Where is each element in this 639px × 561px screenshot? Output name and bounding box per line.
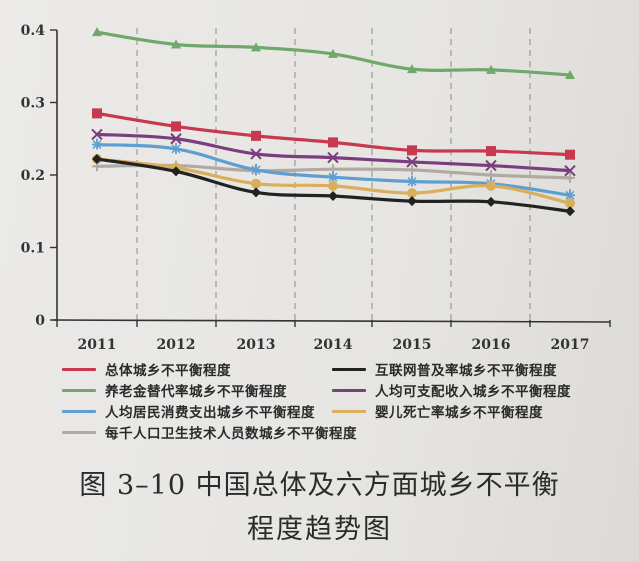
legend-item-health-workers: 每千人口卫生技术人员数城乡不平衡程度 [62, 422, 357, 442]
y-tick-label: 0.4 [21, 23, 46, 39]
data-series [91, 27, 576, 217]
x-tick-label: 2016 [472, 337, 511, 353]
x-tick-label: 2017 [551, 337, 590, 353]
y-tick-label: 0.3 [21, 96, 45, 112]
line-chart: 00.10.20.30.4 2011 2012 2013 2014 2015 2016 20… [21, 23, 611, 353]
legend-item-income: 人均可支配收入城乡不平衡程度 [332, 380, 571, 400]
y-axis-ticks: 0 0.1 0.2 0.3 0.4 [21, 23, 57, 329]
legend-item-pension: 养老金替代率城乡不平衡程度 [62, 380, 287, 400]
legend-label: 婴儿死亡率城乡不平衡程度 [375, 405, 543, 421]
legend-swatch [332, 367, 366, 371]
x-tick-label: 2015 [393, 337, 432, 353]
x-axis [52, 319, 611, 323]
x-tick-label: 2013 [237, 337, 276, 353]
series-0 [92, 108, 575, 160]
series-1 [92, 154, 575, 217]
figure-caption: 图 3–10 中国总体及六方面城乡不平衡 [79, 470, 560, 501]
legend-label: 养老金替代率城乡不平衡程度 [105, 384, 287, 400]
legend-swatch [62, 430, 96, 434]
legend-label: 每千人口卫生技术人员数城乡不平衡程度 [105, 426, 357, 442]
legend-label: 人均可支配收入城乡不平衡程度 [375, 384, 571, 400]
y-tick-label: 0.1 [21, 241, 45, 257]
y-tick-label: 0.2 [21, 168, 45, 184]
legend-label: 互联网普及率城乡不平衡程度 [375, 363, 557, 379]
x-tick-label: 2011 [78, 337, 117, 353]
legend-label: 总体城乡不平衡程度 [105, 363, 231, 379]
x-tick-label: 2014 [314, 337, 353, 353]
series-3 [91, 128, 576, 177]
legend-item-infant-mortality: 婴儿死亡率城乡不平衡程度 [332, 401, 543, 421]
legend-item-internet: 互联网普及率城乡不平衡程度 [332, 359, 557, 379]
series-2 [92, 27, 575, 79]
legend-swatch [62, 367, 96, 371]
legend-item-consumption: 人均居民消费支出城乡不平衡程度 [62, 401, 315, 421]
figure-caption-continued: 程度趋势图 [247, 514, 392, 545]
legend-swatch [332, 409, 366, 413]
legend-label: 人均居民消费支出城乡不平衡程度 [105, 405, 315, 421]
legend-swatch [62, 388, 96, 392]
legend-swatch [62, 409, 96, 413]
legend-item-overall: 总体城乡不平衡程度 [62, 359, 231, 379]
y-tick-label: 0 [35, 313, 45, 329]
x-axis-ticks: 2011 2012 2013 2014 2015 2016 2017 [56, 320, 611, 353]
legend-swatch [332, 388, 366, 392]
x-tick-label: 2012 [157, 337, 196, 353]
